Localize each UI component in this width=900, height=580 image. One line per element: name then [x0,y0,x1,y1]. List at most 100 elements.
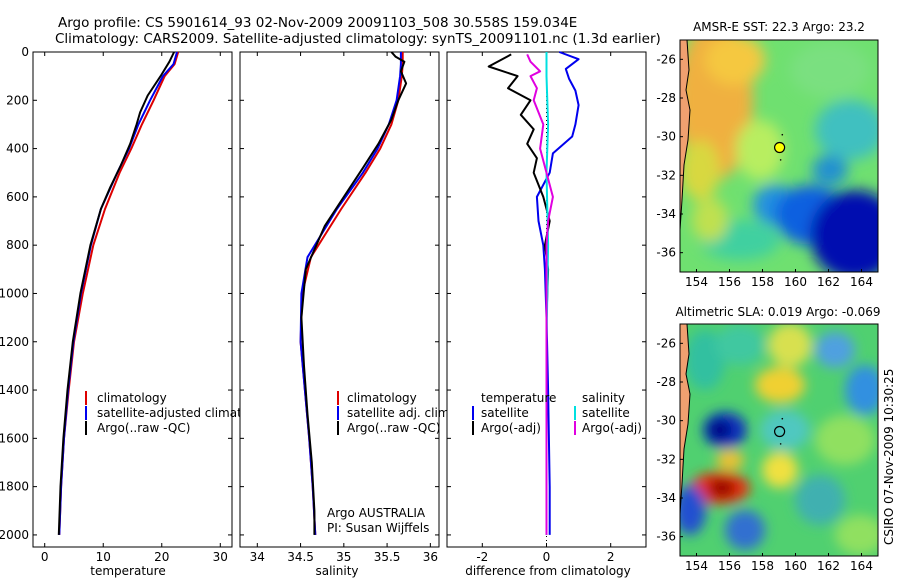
map-y-tick-label: -34 [656,491,676,505]
map-x-tick-label: 156 [718,275,741,289]
map-y-tick-label: -26 [656,52,676,66]
x-tick-label: 34.5 [287,550,314,564]
y-tick-label: 200 [6,93,29,107]
temperature-x-axis: 0 10 20 30 [41,52,228,564]
map-y-tick-label: -28 [656,375,676,389]
sla-map-title: Altimetric SLA: 0.019 Argo: -0.069 [675,305,880,319]
map-y-tick-label: -26 [656,336,676,350]
x-tick-label: 35.5 [374,550,401,564]
map-x-tick-label: 158 [751,559,774,573]
difference-legend-temperature: temperature satellite Argo(-adj) [472,391,556,435]
y-tick-label: 1600 [0,431,29,445]
temperature-panel: 0 200 400 600 800 1000 1200 1400 1600 1800 2000 0 1… [0,45,275,578]
x-tick-label: 36 [423,550,438,564]
x-tick-label: 20 [154,550,169,564]
sla-field [680,324,878,556]
difference-panel: -2 0 2 difference from climatology tempera… [446,51,647,578]
float-track-dot [781,133,784,136]
map-x-tick-label: 154 [685,275,708,289]
salinity-series [299,51,408,535]
temperature-legend: climatology satellite-adjusted climatolo… [85,391,275,435]
difference-series [487,51,580,535]
map-x-tick-label: 160 [784,559,807,573]
salinity-legend: climatology satellite adj. clim. Argo(..… [337,391,453,435]
series-line-argo-raw-qc [300,51,408,535]
y-tick-label: 0 [21,45,29,59]
map-x-tick-label: 164 [850,275,873,289]
map-x-tick-label: 164 [850,559,873,573]
legend-label-temp-satellite: satellite [481,406,529,420]
y-tick-label: 600 [6,190,29,204]
float-track-dot [779,159,782,161]
temperature-series [57,51,180,535]
legend-label-temp-argo: Argo(-adj) [481,421,541,435]
temperature-xlabel: temperature [90,564,165,578]
depth-axis: 0 200 400 600 800 1000 1200 1400 1600 1800 2000 [0,45,232,542]
map-x-tick-label: 162 [817,275,840,289]
x-tick-label: 35 [336,550,351,564]
difference-legend-salinity: salinity satellite Argo(-adj) [574,391,642,435]
sla-map-panel: Altimetric SLA: 0.019 Argo: -0.069 [656,305,880,573]
map-y-tick-label: -32 [656,452,676,466]
difference-depth-ticks [447,51,646,536]
map-y-tick-label: -36 [656,246,676,260]
map-x-tick-label: 156 [718,559,741,573]
y-tick-label: 2000 [0,528,29,542]
legend-title-salinity: salinity [582,391,625,405]
legend-label-climatology: climatology [347,391,417,405]
sst-map-axes: 154 156 158 160 162 164 -26 -28 -30 -32 -34 -36 [656,52,873,289]
x-tick-label: 0 [41,550,49,564]
series-line-argo-raw-qc [57,51,175,535]
x-tick-label: 10 [96,550,111,564]
y-tick-label: 1000 [0,286,29,300]
salinity-panel: 34 34.5 35 35.5 36 salinity climatology sate… [239,51,453,578]
y-tick-label: 1400 [0,383,29,397]
map-y-tick-label: -30 [656,414,676,428]
coastline [680,40,691,231]
y-tick-label: 400 [6,142,29,156]
sst-field [680,40,878,272]
argo-position-marker [773,141,786,154]
argo-position-marker [773,425,786,438]
legend-label-argo: Argo(..raw -QC) [97,421,190,435]
float-pi: PI: Susan Wijffels [327,521,429,535]
x-tick-label: 34 [250,550,265,564]
sla-map-frame [679,323,879,557]
x-tick-label: 0 [543,550,551,564]
csiro-credit: CSIRO 07-Nov-2009 10:30:25 [882,369,896,545]
float-track-dot [779,443,782,445]
map-y-tick-label: -34 [656,207,676,221]
legend-title-temperature: temperature [481,391,556,405]
x-tick-label: 30 [213,550,228,564]
salinity-x-axis: 34 34.5 35 35.5 36 [250,52,438,564]
map-y-tick-label: -36 [656,530,676,544]
salinity-xlabel: salinity [315,564,358,578]
map-y-tick-label: -30 [656,130,676,144]
legend-label-climatology: climatology [97,391,167,405]
y-tick-label: 1200 [0,335,29,349]
difference-xlabel: difference from climatology [465,564,631,578]
figure-title-line-2: Climatology: CARS2009. Satellite-adjuste… [55,31,661,47]
y-tick-label: 1800 [0,480,29,494]
legend-label-satellite-adjusted: satellite-adjusted climatology [97,406,275,420]
float-owner: Argo AUSTRALIA [327,506,426,520]
map-x-tick-label: 162 [817,559,840,573]
series-line-salinity-argo-adj [526,53,554,535]
x-tick-label: 2 [607,550,615,564]
sst-map-title: AMSR-E SST: 22.3 Argo: 23.2 [693,20,865,34]
sla-map-axes: 154 156 158 160 162 164 -26 -28 -30 -32 -34 -36 [656,336,873,573]
figure-title-line-1: Argo profile: CS 5901614_93 02-Nov-2009 … [58,15,577,31]
coastline [680,324,691,515]
legend-label-sal-argo: Argo(-adj) [582,421,642,435]
map-y-tick-label: -32 [656,168,676,182]
y-tick-label: 800 [6,238,29,252]
map-x-tick-label: 160 [784,275,807,289]
map-y-tick-label: -28 [656,91,676,105]
legend-label-satellite: satellite adj. clim. [347,406,453,420]
salinity-depth-ticks [240,51,439,536]
float-track-dot [781,417,784,420]
x-tick-label: -2 [476,550,488,564]
map-x-tick-label: 158 [751,275,774,289]
sst-map-frame [679,39,879,273]
